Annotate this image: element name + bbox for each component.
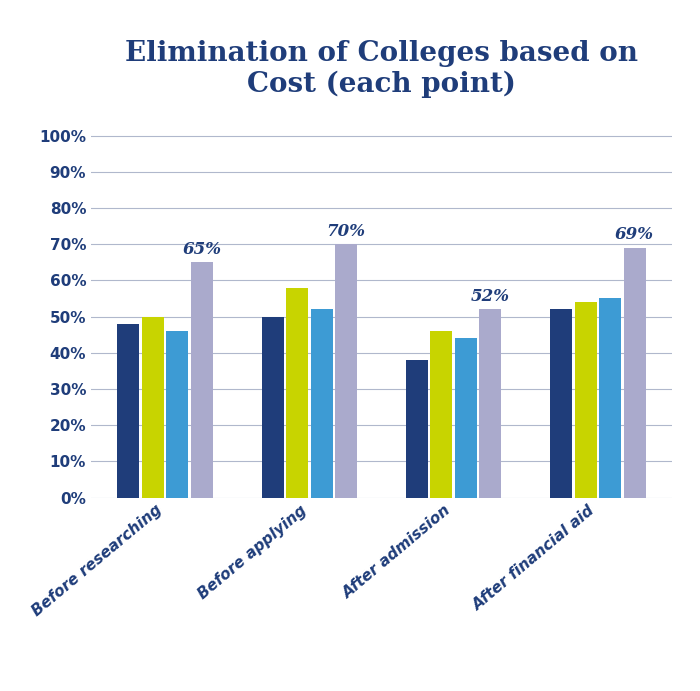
Bar [335,244,357,498]
Bar [191,263,213,498]
Bar [599,299,621,498]
Bar [311,310,332,498]
Bar [118,324,139,498]
Bar [480,310,501,498]
Text: 52%: 52% [471,288,510,305]
Bar [142,316,164,498]
Bar [430,331,452,498]
Bar [286,287,308,498]
Bar [262,316,284,498]
Bar [624,248,645,498]
Bar [550,310,572,498]
Bar [575,302,596,498]
Bar [406,360,428,498]
Text: 69%: 69% [615,227,654,243]
Text: 65%: 65% [183,241,221,258]
Bar [167,331,188,498]
Title: Elimination of Colleges based on
Cost (each point): Elimination of Colleges based on Cost (e… [125,40,638,99]
Text: 70%: 70% [327,223,365,240]
Bar [455,339,477,498]
